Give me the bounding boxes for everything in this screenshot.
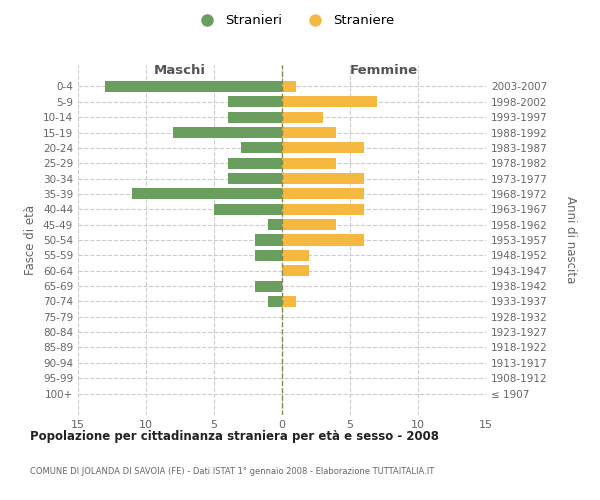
Text: COMUNE DI JOLANDA DI SAVOIA (FE) - Dati ISTAT 1° gennaio 2008 - Elaborazione TUT: COMUNE DI JOLANDA DI SAVOIA (FE) - Dati … — [30, 468, 434, 476]
Bar — [227, 158, 282, 168]
Bar — [282, 250, 309, 261]
Bar — [227, 96, 282, 108]
Bar — [255, 234, 282, 246]
Bar — [282, 81, 296, 92]
Y-axis label: Anni di nascita: Anni di nascita — [564, 196, 577, 284]
Bar — [133, 188, 282, 200]
Bar — [282, 234, 364, 246]
Bar — [268, 219, 282, 230]
Bar — [105, 81, 282, 92]
Bar — [214, 204, 282, 215]
Bar — [241, 142, 282, 154]
Bar — [282, 158, 337, 168]
Bar — [282, 188, 364, 200]
Bar — [282, 219, 337, 230]
Bar — [255, 280, 282, 291]
Bar — [173, 127, 282, 138]
Text: Femmine: Femmine — [350, 64, 418, 77]
Legend: Stranieri, Straniere: Stranieri, Straniere — [188, 9, 400, 32]
Bar — [268, 296, 282, 307]
Bar — [282, 296, 296, 307]
Bar — [255, 250, 282, 261]
Bar — [282, 112, 323, 122]
Bar — [227, 173, 282, 184]
Bar — [282, 127, 337, 138]
Bar — [282, 96, 377, 108]
Bar — [282, 173, 364, 184]
Bar — [282, 265, 309, 276]
Bar — [282, 142, 364, 154]
Text: Maschi: Maschi — [154, 64, 206, 77]
Text: Popolazione per cittadinanza straniera per età e sesso - 2008: Popolazione per cittadinanza straniera p… — [30, 430, 439, 443]
Bar — [227, 112, 282, 122]
Bar — [282, 204, 364, 215]
Y-axis label: Fasce di età: Fasce di età — [25, 205, 37, 275]
